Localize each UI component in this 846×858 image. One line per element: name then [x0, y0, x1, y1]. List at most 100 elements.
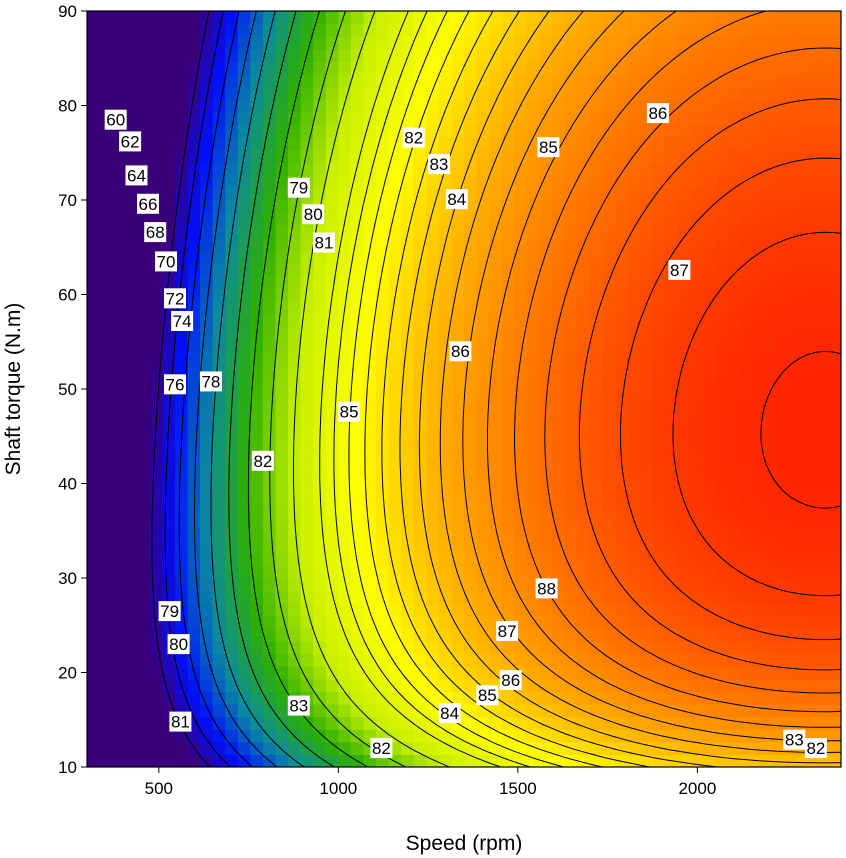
contour-cell [376, 351, 390, 365]
contour-cell [815, 527, 830, 541]
contour-cell [112, 263, 126, 277]
contour-cell [426, 300, 440, 314]
contour-cell [564, 288, 578, 302]
contour-cell [401, 351, 415, 365]
contour-cell [790, 678, 804, 692]
contour-cell [250, 237, 264, 251]
contour-cell [401, 615, 415, 629]
contour-cell [765, 363, 779, 377]
contour-cell [275, 502, 289, 516]
contour-cell [627, 99, 641, 113]
contour-cell [451, 149, 465, 163]
contour-cell [501, 603, 515, 617]
contour-cell [275, 300, 289, 314]
contour-cell [564, 137, 578, 151]
contour-cell [702, 61, 716, 75]
contour-cell [250, 99, 264, 113]
contour-cell [137, 754, 151, 767]
contour-cell [250, 741, 264, 755]
contour-cell [187, 124, 201, 138]
contour-cell [200, 137, 214, 151]
contour-cell [124, 615, 138, 629]
contour-cell [313, 111, 327, 125]
contour-cell [137, 288, 151, 302]
contour-cell [87, 137, 101, 151]
contour-cell [652, 603, 666, 617]
contour-cell [790, 641, 804, 655]
contour-cell [652, 149, 666, 163]
contour-cell [828, 187, 841, 201]
contour-cell [162, 86, 176, 100]
contour-cell [200, 313, 214, 327]
contour-cell [589, 540, 603, 554]
contour-cell [376, 502, 390, 516]
contour-cell [627, 137, 641, 151]
contour-cell [376, 704, 390, 718]
contour-cell [124, 275, 138, 289]
contour-cell [262, 527, 277, 541]
contour-cell [288, 603, 302, 617]
contour-cell [137, 326, 151, 340]
contour-cell [363, 477, 377, 491]
contour-label: 79 [158, 601, 181, 622]
contour-cell [325, 363, 339, 377]
contour-cell [765, 212, 779, 226]
contour-cell [388, 200, 402, 214]
contour-cell [828, 439, 841, 453]
contour-cell [514, 137, 528, 151]
contour-cell [803, 212, 817, 226]
contour-cell [300, 237, 314, 251]
contour-cell [639, 477, 654, 491]
contour-cell [363, 36, 377, 50]
contour-cell [313, 540, 327, 554]
contour-cell [702, 225, 716, 239]
contour-cell [338, 313, 352, 327]
contour-cell [627, 603, 641, 617]
contour-cell [451, 578, 465, 592]
contour-cell [677, 237, 691, 251]
contour-cell [501, 338, 515, 352]
contour-cell [338, 527, 352, 541]
contour-cell [765, 615, 779, 629]
contour-cell [727, 439, 742, 453]
contour-cell [677, 439, 691, 453]
contour-cell [112, 477, 126, 491]
contour-cell [828, 464, 841, 478]
contour-cell [489, 590, 503, 604]
contour-cell [338, 174, 352, 188]
contour-cell [765, 603, 779, 617]
contour-cell [815, 691, 830, 705]
contour-cell [614, 590, 628, 604]
contour-cell [539, 326, 553, 340]
contour-cell [614, 489, 628, 503]
contour-label-bg [167, 634, 190, 655]
contour-cell [363, 502, 377, 516]
contour-cell [413, 149, 427, 163]
contour-cell [262, 111, 277, 125]
contour-cell [526, 187, 540, 201]
contour-cell [464, 162, 478, 176]
contour-cell [740, 200, 754, 214]
contour-cell [652, 300, 666, 314]
contour-cell [614, 678, 628, 692]
contour-cell [652, 666, 666, 680]
contour-cell [262, 237, 277, 251]
contour-cell [137, 23, 151, 37]
contour-cell [652, 48, 666, 62]
contour-cell [174, 527, 189, 541]
contour-cell [489, 212, 503, 226]
contour-cell [112, 704, 126, 718]
contour-cell [577, 174, 591, 188]
contour-cell [162, 464, 176, 478]
contour-cell [200, 288, 214, 302]
contour-label-bg [251, 450, 274, 471]
contour-cell [262, 149, 277, 163]
contour-cell [715, 212, 729, 226]
contour-cell [225, 502, 239, 516]
contour-cell [627, 250, 641, 264]
contour-cell [778, 641, 792, 655]
contour-cell [551, 439, 566, 453]
contour-cell [376, 376, 390, 390]
contour-cell [476, 137, 490, 151]
contour-cell [313, 326, 327, 340]
